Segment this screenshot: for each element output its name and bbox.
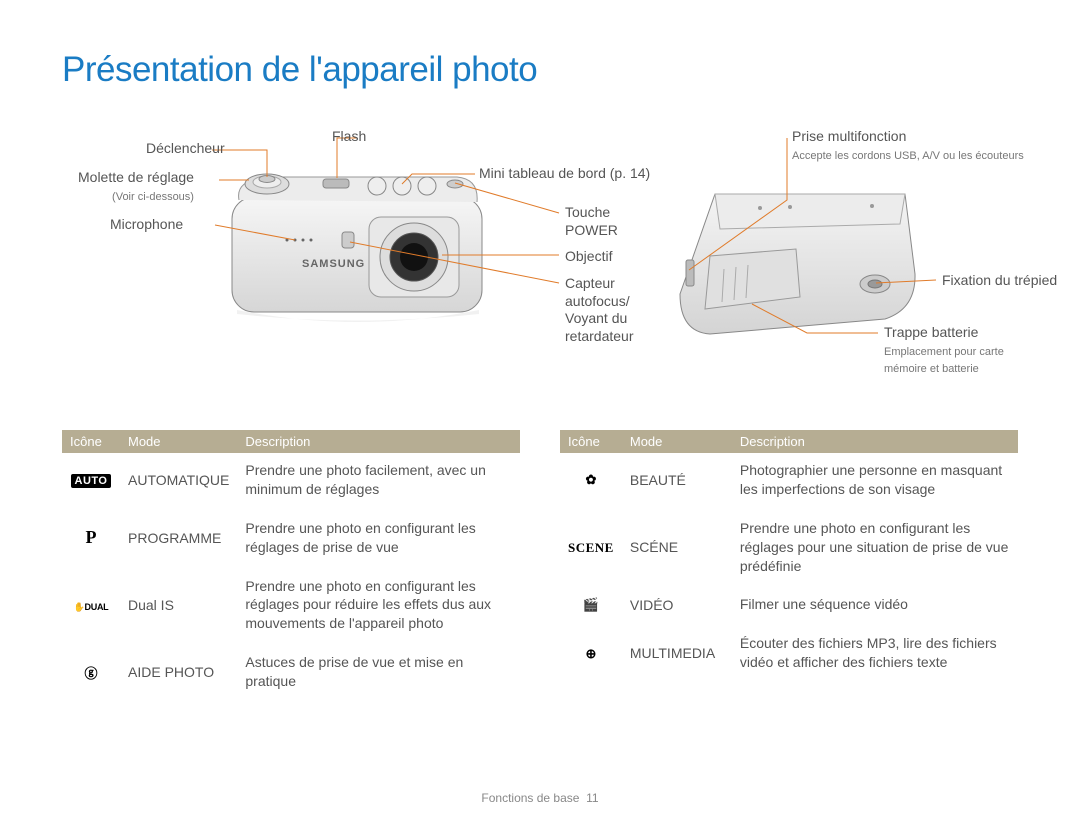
th-desc: Description [237, 430, 520, 453]
label-molette: Molette de réglage (Voir ci-dessous) [78, 169, 194, 204]
left-table: Icône Mode Description AUTOAUTOMATIQUEPr… [62, 430, 520, 703]
figure-bottom: Prise multifonction Accepte les cordons … [652, 120, 1018, 410]
page-footer: Fonctions de base 11 [0, 791, 1080, 805]
label-capteur: Capteur autofocus/ Voyant du retardateur [565, 275, 633, 345]
label-trepied: Fixation du trépied [942, 272, 1057, 290]
label-capteur-l3: Voyant du [565, 310, 627, 326]
label-capteur-l2: autofocus/ [565, 293, 630, 309]
footer-label: Fonctions de base [481, 791, 579, 805]
th-desc: Description [732, 430, 1018, 453]
footer-page: 11 [586, 791, 598, 805]
mode-desc: Filmer une séquence vidéo [732, 585, 1018, 624]
label-molette-sub: (Voir ci-dessous) [112, 191, 194, 203]
mode-icon: P [62, 509, 120, 567]
mode-icon: 🎬 [560, 585, 622, 624]
mode-name: MULTIMEDIA [622, 624, 732, 682]
label-declencheur: Déclencheur [146, 140, 225, 158]
mode-icon: AUTO [62, 453, 120, 509]
mode-icon: ✿ [560, 453, 622, 509]
tables-row: Icône Mode Description AUTOAUTOMATIQUEPr… [62, 430, 1018, 703]
th-mode: Mode [622, 430, 732, 453]
mode-name: BEAUTÉ [622, 453, 732, 509]
table-row: ✿BEAUTÉPhotographier une personne en mas… [560, 453, 1018, 509]
th-icone: Icône [62, 430, 120, 453]
figures-row: SAMSUNG Déclencheur Flash [62, 120, 1018, 410]
mode-desc: Prendre une photo en configurant les rég… [237, 509, 520, 567]
mode-name: PROGRAMME [120, 509, 237, 567]
figure-front: SAMSUNG Déclencheur Flash [62, 120, 622, 410]
label-capteur-l1: Capteur [565, 275, 615, 291]
table-row: ✋DUALDual ISPrendre une photo en configu… [62, 567, 520, 644]
table-row: AUTOAUTOMATIQUEPrendre une photo facilem… [62, 453, 520, 509]
label-trappe-sub-l2: mémoire et batterie [884, 363, 979, 375]
mode-name: SCÉNE [622, 509, 732, 586]
label-prise-sub: Accepte les cordons USB, A/V ou les écou… [792, 150, 1024, 162]
table-row: 🎬VIDÉOFilmer une séquence vidéo [560, 585, 1018, 624]
label-flash: Flash [332, 128, 366, 146]
mode-desc: Prendre une photo en configurant les rég… [237, 567, 520, 644]
mode-name: VIDÉO [622, 585, 732, 624]
camera-front-illustration: SAMSUNG [227, 162, 487, 332]
page: Présentation de l'appareil photo [0, 0, 1080, 815]
page-title: Présentation de l'appareil photo [62, 50, 1018, 90]
camera-bottom-illustration [670, 174, 920, 364]
mode-icon: SCENE [560, 509, 622, 586]
label-molette-text: Molette de réglage [78, 169, 194, 185]
table-row: SCENESCÉNEPrendre une photo en configura… [560, 509, 1018, 586]
label-prise: Prise multifonction Accepte les cordons … [792, 128, 1024, 163]
label-objectif: Objectif [565, 248, 612, 266]
label-microphone: Microphone [110, 216, 183, 234]
mode-icon: ⊕ [560, 624, 622, 682]
label-capteur-l4: retardateur [565, 328, 633, 344]
mode-icon: ⓖ [62, 643, 120, 701]
label-power: POWER [565, 222, 618, 238]
mode-name: AUTOMATIQUE [120, 453, 237, 509]
label-mini-tdb: Mini tableau de bord (p. 14) [479, 165, 650, 183]
right-table: Icône Mode Description ✿BEAUTÉPhotograph… [560, 430, 1018, 684]
label-trappe-text: Trappe batterie [884, 324, 978, 340]
mode-desc: Prendre une photo facilement, avec un mi… [237, 453, 520, 509]
svg-text:SAMSUNG: SAMSUNG [302, 258, 365, 270]
table-row: ⊕MULTIMEDIAÉcouter des fichiers MP3, lir… [560, 624, 1018, 682]
table-row: ⓖAIDE PHOTOAstuces de prise de vue et mi… [62, 643, 520, 701]
mode-icon: ✋DUAL [62, 567, 120, 644]
mode-name: AIDE PHOTO [120, 643, 237, 701]
left-table-wrap: Icône Mode Description AUTOAUTOMATIQUEPr… [62, 430, 520, 703]
mode-desc: Photographier une personne en masquant l… [732, 453, 1018, 509]
mode-desc: Astuces de prise de vue et mise en prati… [237, 643, 520, 701]
label-trappe: Trappe batterie Emplacement pour carte m… [884, 324, 1004, 377]
th-icone: Icône [560, 430, 622, 453]
label-trappe-sub-l1: Emplacement pour carte [884, 346, 1004, 358]
mode-desc: Prendre une photo en configurant les rég… [732, 509, 1018, 586]
table-row: PPROGRAMMEPrendre une photo en configura… [62, 509, 520, 567]
mode-desc: Écouter des fichiers MP3, lire des fichi… [732, 624, 1018, 682]
right-table-wrap: Icône Mode Description ✿BEAUTÉPhotograph… [560, 430, 1018, 703]
th-mode: Mode [120, 430, 237, 453]
mode-name: Dual IS [120, 567, 237, 644]
label-touche-power: Touche POWER [565, 204, 618, 239]
label-touche: Touche [565, 204, 610, 220]
label-prise-text: Prise multifonction [792, 128, 906, 144]
